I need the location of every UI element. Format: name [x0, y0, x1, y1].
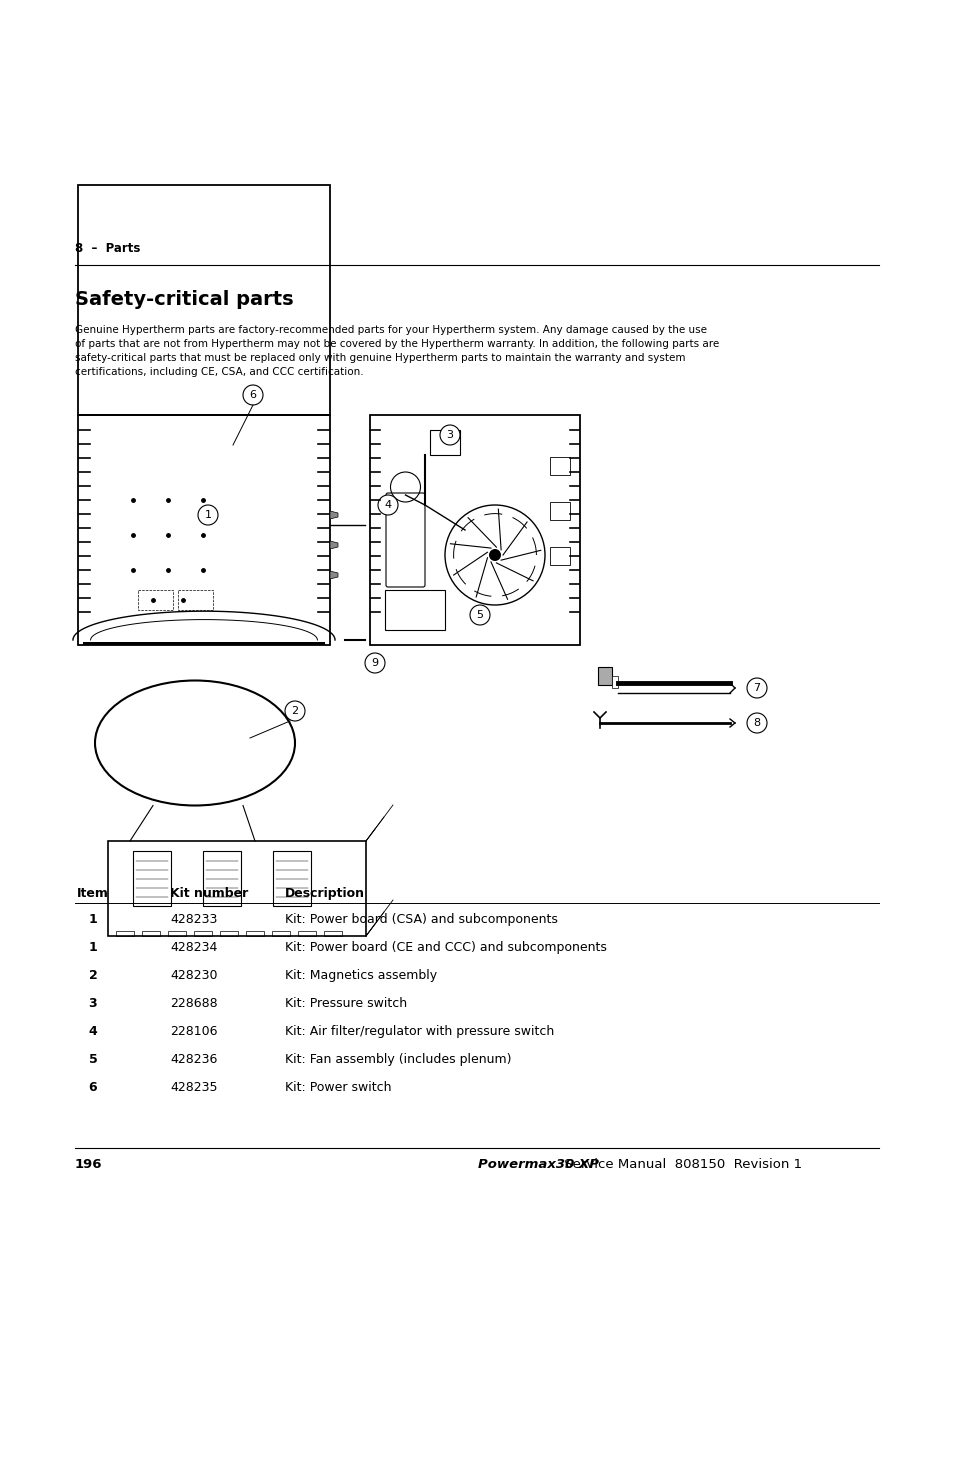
Circle shape: [746, 712, 766, 733]
FancyBboxPatch shape: [612, 676, 618, 687]
FancyBboxPatch shape: [386, 493, 424, 587]
Polygon shape: [83, 642, 325, 645]
Text: 3: 3: [446, 431, 453, 440]
Circle shape: [243, 385, 263, 406]
Text: Kit: Pressure switch: Kit: Pressure switch: [285, 997, 407, 1010]
Circle shape: [285, 701, 305, 721]
Text: 4: 4: [384, 500, 391, 510]
Text: 8: 8: [753, 718, 760, 729]
FancyBboxPatch shape: [550, 502, 569, 521]
Text: 228688: 228688: [170, 997, 217, 1010]
Circle shape: [439, 425, 459, 445]
Text: 8  –  Parts: 8 – Parts: [75, 242, 140, 255]
Text: safety-critical parts that must be replaced only with genuine Hypertherm parts t: safety-critical parts that must be repla…: [75, 353, 685, 363]
Text: 5: 5: [476, 611, 483, 620]
Circle shape: [198, 504, 218, 525]
Text: 428236: 428236: [170, 1053, 217, 1066]
Circle shape: [377, 496, 397, 515]
Text: 1: 1: [89, 941, 97, 954]
Text: 6: 6: [250, 389, 256, 400]
Polygon shape: [330, 510, 337, 519]
Polygon shape: [330, 571, 337, 580]
Text: 2: 2: [291, 707, 298, 715]
Text: Kit: Fan assembly (includes plenum): Kit: Fan assembly (includes plenum): [285, 1053, 511, 1066]
Text: Kit: Air filter/regulator with pressure switch: Kit: Air filter/regulator with pressure …: [285, 1025, 554, 1038]
Text: 6: 6: [89, 1081, 97, 1094]
Polygon shape: [330, 541, 337, 549]
Text: Description: Description: [285, 886, 365, 900]
Circle shape: [365, 653, 385, 673]
Text: Service Manual  808150  Revision 1: Service Manual 808150 Revision 1: [559, 1158, 801, 1171]
Text: Powermax30 XP: Powermax30 XP: [477, 1158, 598, 1171]
Circle shape: [746, 678, 766, 698]
FancyBboxPatch shape: [598, 667, 612, 684]
Text: 228106: 228106: [170, 1025, 217, 1038]
FancyBboxPatch shape: [550, 457, 569, 475]
Text: Kit number: Kit number: [170, 886, 248, 900]
Text: 196: 196: [75, 1158, 102, 1171]
Text: 3: 3: [89, 997, 97, 1010]
Circle shape: [470, 605, 490, 625]
Text: Genuine Hypertherm parts are factory-recommended parts for your Hypertherm syste: Genuine Hypertherm parts are factory-rec…: [75, 324, 706, 335]
FancyBboxPatch shape: [385, 590, 444, 630]
Text: 7: 7: [753, 683, 760, 693]
FancyBboxPatch shape: [550, 547, 569, 565]
Text: Item: Item: [77, 886, 109, 900]
Text: Kit: Power board (CE and CCC) and subcomponents: Kit: Power board (CE and CCC) and subcom…: [285, 941, 606, 954]
Text: Kit: Power switch: Kit: Power switch: [285, 1081, 391, 1094]
Text: 428235: 428235: [170, 1081, 217, 1094]
Text: 4: 4: [89, 1025, 97, 1038]
Text: 428230: 428230: [170, 969, 217, 982]
Text: of parts that are not from Hypertherm may not be covered by the Hypertherm warra: of parts that are not from Hypertherm ma…: [75, 339, 719, 350]
Text: 428233: 428233: [170, 913, 217, 926]
Text: Kit: Magnetics assembly: Kit: Magnetics assembly: [285, 969, 436, 982]
Circle shape: [489, 549, 500, 560]
Text: 2: 2: [89, 969, 97, 982]
Text: Safety-critical parts: Safety-critical parts: [75, 291, 294, 308]
Text: 1: 1: [89, 913, 97, 926]
Text: Kit: Power board (CSA) and subcomponents: Kit: Power board (CSA) and subcomponents: [285, 913, 558, 926]
FancyBboxPatch shape: [430, 431, 459, 454]
Text: certifications, including CE, CSA, and CCC certification.: certifications, including CE, CSA, and C…: [75, 367, 363, 378]
Text: 428234: 428234: [170, 941, 217, 954]
Text: 5: 5: [89, 1053, 97, 1066]
Text: 9: 9: [371, 658, 378, 668]
FancyBboxPatch shape: [78, 184, 330, 414]
Text: 1: 1: [204, 510, 212, 521]
